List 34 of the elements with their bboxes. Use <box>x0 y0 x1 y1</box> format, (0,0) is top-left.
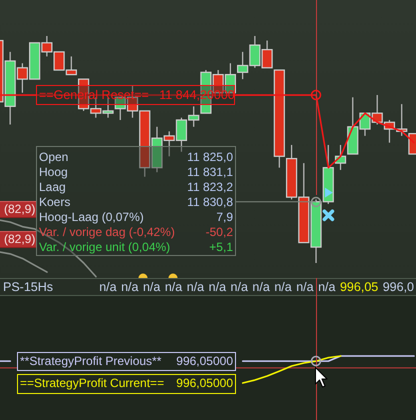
text: ==StrategyProfit Current== <box>20 376 164 390</box>
annotation: 996,05000 <box>176 376 233 390</box>
annotation: 11 823,2 <box>187 180 233 194</box>
text: n/a <box>252 280 270 294</box>
annotation: +5,1 <box>209 240 233 254</box>
text: n/a <box>318 280 336 294</box>
text: n/a <box>142 280 160 294</box>
annotation: (82,9) <box>4 232 36 247</box>
text: n/a <box>99 280 117 294</box>
annotation: 996,05000 <box>176 354 233 369</box>
text: n/a <box>296 280 314 294</box>
annotation: Var. / vorige unit (0,04%) <box>39 240 170 254</box>
annotation: 11 831,1 <box>187 165 233 179</box>
text: n/a <box>186 280 204 294</box>
text: n/a <box>230 280 248 294</box>
text: n/a <box>208 280 226 294</box>
text: n/a <box>274 280 292 294</box>
annotation: Var. / vorige dag (-0,42%) <box>39 225 175 239</box>
text: n/a <box>121 280 138 294</box>
annotation: Hoog <box>39 165 68 179</box>
text: 996,05 <box>340 280 378 294</box>
annotation: 11 830,8 <box>187 195 233 209</box>
text: n/a <box>164 280 182 294</box>
annotation: Open <box>39 150 68 164</box>
text: 996,0 <box>382 280 414 294</box>
text: PS-15Hs <box>3 280 54 294</box>
annotation: Laag <box>39 180 66 194</box>
annotation: (82,9) <box>4 202 36 217</box>
annotation: -50,2 <box>206 225 233 239</box>
annotation: Hoog-Laag (0,07%) <box>39 210 144 224</box>
annotation: 11 825,0 <box>187 150 233 164</box>
annotation: 7,9 <box>216 210 233 224</box>
series-label: **StrategyProfit Previous** <box>20 354 162 369</box>
annotation: Koers <box>39 195 70 209</box>
